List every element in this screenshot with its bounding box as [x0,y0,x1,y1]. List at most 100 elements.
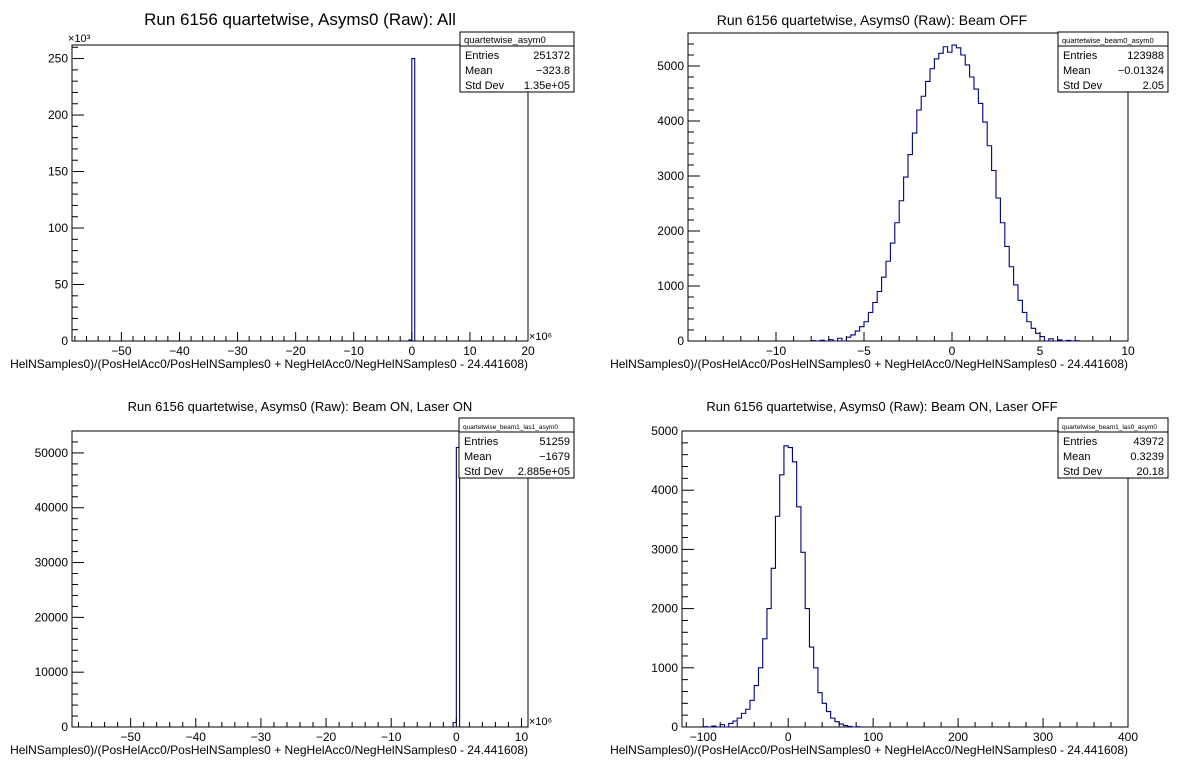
histogram-bin [987,146,991,341]
histogram-bin [767,609,771,727]
histogram-bin [737,718,741,727]
chart-title: Run 6156 quartetwise, Asyms0 (Raw): All [144,10,456,29]
y-tick-label: 3000 [651,542,678,556]
x-tick-label: 5 [1037,344,1044,358]
histogram-bin [877,292,881,342]
histogram-bin [873,303,877,342]
x-axis-exponent: ×10⁶ [529,331,552,343]
x-tick-label: −40 [169,344,190,358]
histogram-bin [895,223,899,341]
histogram-bin [1031,328,1035,341]
chart-title: Run 6156 quartetwise, Asyms0 (Raw): Beam… [717,12,1027,28]
histogram-bin [952,45,956,341]
histogram-bin [775,516,779,727]
stats-label: Std Dev [464,466,504,478]
stats-value: 1.35e+05 [524,80,570,92]
x-tick-label: −10 [344,344,365,358]
histogram-bin [741,713,745,727]
x-tick-label: −40 [186,730,207,744]
histogram-bin [826,712,830,727]
stats-box: quartetwise_beam1_las1_asym0 Entries 51259… [458,417,575,479]
stats-histogram-name: quartetwise_beam1_las1_asym0 [463,424,558,431]
histogram-bin [912,133,916,341]
y-tick-label: 250 [48,52,68,66]
histogram-bin [1018,300,1022,341]
y-tick-label: 4000 [651,483,678,497]
x-tick-label: −10 [766,344,787,358]
histogram-panel-4: Run 6156 quartetwise, Asyms0 (Raw): Beam… [610,399,1169,757]
histogram-bin [886,261,890,341]
histogram-bin [733,721,737,727]
histogram-bin [1009,267,1013,341]
y-tick-label: 0 [677,334,684,348]
y-tick-label: 0 [671,720,678,734]
x-tick-label: 0 [408,344,415,358]
histogram-bin [831,718,835,727]
chart-title: Run 6156 quartetwise, Asyms0 (Raw): Beam… [706,399,1057,414]
histogram-panel-1: Run 6156 quartetwise, Asyms0 (Raw): All −… [10,10,575,371]
x-tick-label: −10 [381,730,402,744]
y-tick-label: 1000 [657,279,684,293]
stats-value: 2.05 [1143,80,1164,92]
histogram-bin [758,668,762,727]
stats-label: Mean [465,65,493,77]
stats-label: Std Dev [465,80,505,92]
y-tick-label: 40000 [35,501,69,515]
x-tick-label: 200 [948,730,968,744]
histogram-bin [899,201,903,341]
x-tick-label: −50 [111,344,132,358]
y-tick-label: 1000 [651,661,678,675]
histogram-outline [702,445,861,728]
stats-value: 43972 [1133,436,1164,448]
y-tick-label: 20000 [35,610,69,624]
histogram-bin [805,609,809,727]
plot-frame [681,430,1129,728]
y-tick-label: 10000 [35,665,69,679]
histogram-bin [930,69,934,341]
histogram-bin [908,155,912,341]
histogram-bin [1040,337,1044,341]
stats-label: Std Dev [1063,466,1103,478]
stats-label: Entries [1063,436,1098,448]
histogram-bin [996,198,1000,341]
y-axis-exponent: ×10³ [68,33,91,45]
histogram-bin [864,322,868,341]
histogram-bin [851,335,855,341]
y-tick-label: 5000 [651,424,678,438]
histogram-bin [934,59,938,341]
x-axis-label: HelNSamples0)/(PosHelAcc0/PosHelNSamples… [610,357,1128,371]
histogram-bin [983,122,987,341]
chart-title: Run 6156 quartetwise, Asyms0 (Raw): Beam… [128,399,473,414]
x-tick-label: −50 [120,730,141,744]
histogram-bin [814,668,818,727]
stats-box: quartetwise_asym0 Entries 251372 Mean −323.8… [459,31,575,93]
histogram-panel-3: Run 6156 quartetwise, Asyms0 (Raw): Beam… [10,399,575,757]
stats-label: Entries [464,436,499,448]
x-tick-label: 300 [1033,730,1053,744]
x-tick-label: 0 [949,344,956,358]
histogram-bin [835,722,839,727]
histogram-bin [797,507,801,727]
histogram-bin [1022,312,1026,341]
x-tick-label: −20 [316,730,337,744]
stats-box: quartetwise_beam0_asym0 Entries 123988 Mean… [1057,31,1169,93]
y-tick-label: 0 [61,720,68,734]
stats-label: Mean [464,451,492,463]
y-tick-label: 5000 [657,59,684,73]
histogram-outline [452,446,461,727]
histogram-bin [939,53,943,341]
y-tick-label: 2000 [657,224,684,238]
stats-value: 251372 [533,50,570,62]
histogram-bin [788,448,792,727]
histogram-bin [890,243,894,341]
histogram-bin [801,552,805,727]
plot-frame [71,44,529,342]
histogram-bin [855,331,859,341]
y-tick-label: 3000 [657,169,684,183]
histogram-bin [1005,246,1009,341]
stats-histogram-name: quartetwise_beam0_asym0 [1062,36,1154,45]
histogram-bin [771,568,775,727]
x-tick-label: 10 [515,730,529,744]
histogram-bin [792,462,796,727]
